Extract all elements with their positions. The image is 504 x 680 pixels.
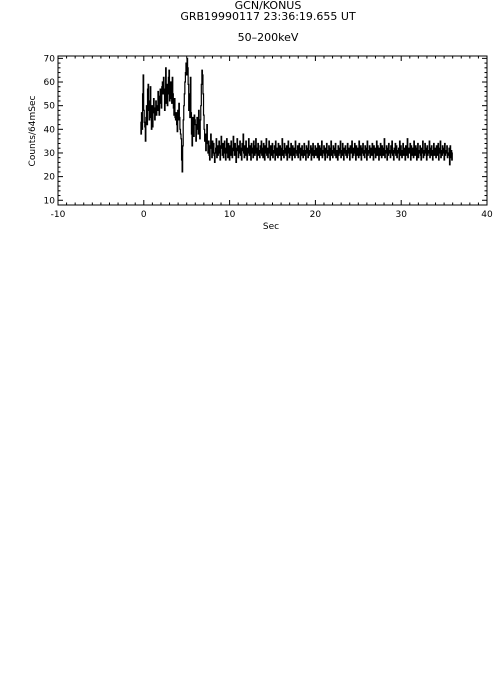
series-line — [140, 57, 453, 173]
x-axis-label: Sec — [263, 222, 279, 232]
x-tick-label: 30 — [395, 210, 407, 220]
header-line1: GCN/KONUS — [234, 0, 302, 12]
y-tick-label: 50 — [44, 102, 56, 112]
y-tick-label: 60 — [44, 78, 56, 88]
x-tick-label: 0 — [141, 210, 147, 220]
chart-subtitle: 50–200keV — [237, 31, 299, 44]
x-tick-label: 20 — [310, 210, 322, 220]
y-tick-label: 40 — [44, 125, 56, 135]
x-tick-label: 40 — [481, 210, 493, 220]
y-tick-label: 70 — [44, 54, 56, 64]
x-tick-label: 10 — [224, 210, 236, 220]
y-tick-label: 10 — [44, 196, 56, 206]
y-tick-label: 30 — [44, 149, 56, 159]
chart-title: GRB19990117 23:36:19.655 UT — [180, 10, 356, 23]
x-tick-label: -10 — [51, 210, 66, 220]
plot-frame — [57, 55, 488, 206]
y-axis-label: Counts/64mSec — [28, 96, 38, 167]
y-tick-label: 20 — [44, 173, 56, 183]
